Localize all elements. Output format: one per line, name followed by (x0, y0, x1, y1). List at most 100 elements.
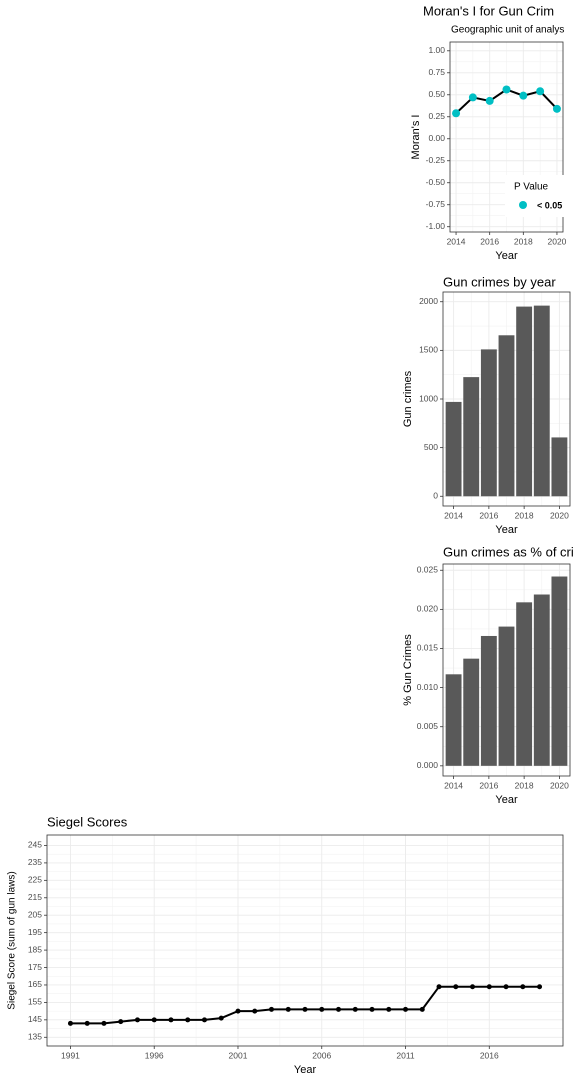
y-tick-label: 1000 (419, 393, 438, 403)
y-tick-label: 155 (28, 997, 42, 1007)
x-tick-label: 2001 (229, 1050, 248, 1060)
point (468, 93, 477, 102)
point (218, 1015, 224, 1021)
point (134, 1017, 140, 1023)
y-tick-label: 0.025 (417, 565, 439, 575)
chart-title: Moran's I for Gun Crim (423, 3, 554, 18)
chart-title: Siegel Scores (47, 814, 128, 829)
legend-title: P Value (514, 182, 549, 193)
x-axis-label: Year (495, 250, 518, 262)
y-tick-label: 0.50 (428, 89, 445, 99)
bar (445, 401, 462, 497)
x-tick-label: 2020 (547, 236, 566, 246)
y-axis-label: Gun crimes (402, 370, 414, 427)
point (403, 1006, 409, 1012)
bar (533, 305, 550, 497)
y-tick-label: 0.015 (417, 643, 439, 653)
x-tick-label: 2020 (550, 510, 569, 520)
point (520, 984, 526, 990)
y-tick-label: 145 (28, 1014, 42, 1024)
point (101, 1020, 107, 1026)
chart-title: Gun crimes by year (443, 274, 556, 289)
bar (498, 335, 515, 497)
point (67, 1020, 73, 1026)
bar (498, 626, 515, 766)
y-tick-label: 175 (28, 962, 42, 972)
panel-bg (47, 835, 563, 1046)
x-tick-label: 2016 (479, 780, 498, 790)
point (352, 1006, 358, 1012)
point (235, 1008, 241, 1014)
point (285, 1006, 291, 1012)
bar (533, 594, 550, 766)
y-tick-label: 165 (28, 979, 42, 989)
point (452, 109, 461, 118)
y-tick-label: 205 (28, 909, 42, 919)
point (369, 1006, 375, 1012)
y-tick-label: 0.25 (428, 111, 445, 121)
y-tick-label: 195 (28, 927, 42, 937)
x-tick-label: 2020 (550, 780, 569, 790)
y-tick-label: 235 (28, 857, 42, 867)
y-tick-label: 0.020 (417, 604, 439, 614)
x-tick-label: 2014 (447, 236, 466, 246)
panel-border (442, 291, 571, 507)
point (252, 1008, 258, 1014)
y-tick-label: 215 (28, 892, 42, 902)
y-axis-label: Siegel Score (sum of gun laws) (7, 871, 18, 1009)
point (84, 1020, 90, 1026)
x-tick-label: 2014 (444, 510, 463, 520)
point (503, 984, 509, 990)
x-axis-label: Year (495, 524, 518, 536)
y-tick-label: 0 (433, 491, 438, 501)
x-tick-label: 2018 (515, 510, 534, 520)
y-axis-label: % Gun Crimes (402, 634, 414, 706)
x-axis-label: Year (495, 794, 518, 806)
y-tick-label: -0.75 (426, 199, 446, 209)
point (519, 91, 528, 100)
x-axis-label: Year (294, 1064, 317, 1076)
point (302, 1006, 308, 1012)
y-tick-label: 2000 (419, 296, 438, 306)
bar (463, 658, 480, 766)
y-tick-label: -1.00 (426, 221, 446, 231)
point (336, 1006, 342, 1012)
bar (445, 674, 462, 766)
x-tick-label: 2016 (479, 510, 498, 520)
bar (463, 377, 480, 497)
x-tick-label: 2011 (396, 1050, 415, 1060)
point (485, 96, 494, 105)
bar (551, 576, 568, 766)
x-tick-label: 2014 (444, 780, 463, 790)
bar (480, 635, 497, 766)
x-tick-label: 2006 (312, 1050, 331, 1060)
point (552, 104, 561, 113)
legend-swatch (519, 201, 527, 209)
legend-box (505, 175, 567, 217)
bar (516, 602, 533, 766)
point (470, 984, 476, 990)
panel-border (442, 563, 571, 777)
chart-title: Gun crimes as % of cri (443, 544, 574, 559)
y-tick-label: 225 (28, 875, 42, 885)
chart-subtitle: Geographic unit of analys (451, 25, 564, 36)
point (168, 1017, 174, 1023)
point (151, 1017, 157, 1023)
y-tick-label: 245 (28, 840, 42, 850)
y-tick-label: 0.00 (428, 133, 445, 143)
y-tick-label: 185 (28, 944, 42, 954)
y-tick-label: 0.75 (428, 67, 445, 77)
y-tick-label: 1.00 (428, 45, 445, 55)
point (537, 984, 543, 990)
y-tick-label: 1500 (419, 345, 438, 355)
point (536, 87, 545, 96)
x-tick-label: 2016 (480, 236, 499, 246)
bar (516, 306, 533, 497)
x-tick-label: 1996 (145, 1050, 164, 1060)
panel-border (449, 41, 564, 233)
point (486, 984, 492, 990)
x-tick-label: 2018 (515, 780, 534, 790)
point (386, 1006, 392, 1012)
y-axis-label: Moran's I (410, 115, 422, 160)
